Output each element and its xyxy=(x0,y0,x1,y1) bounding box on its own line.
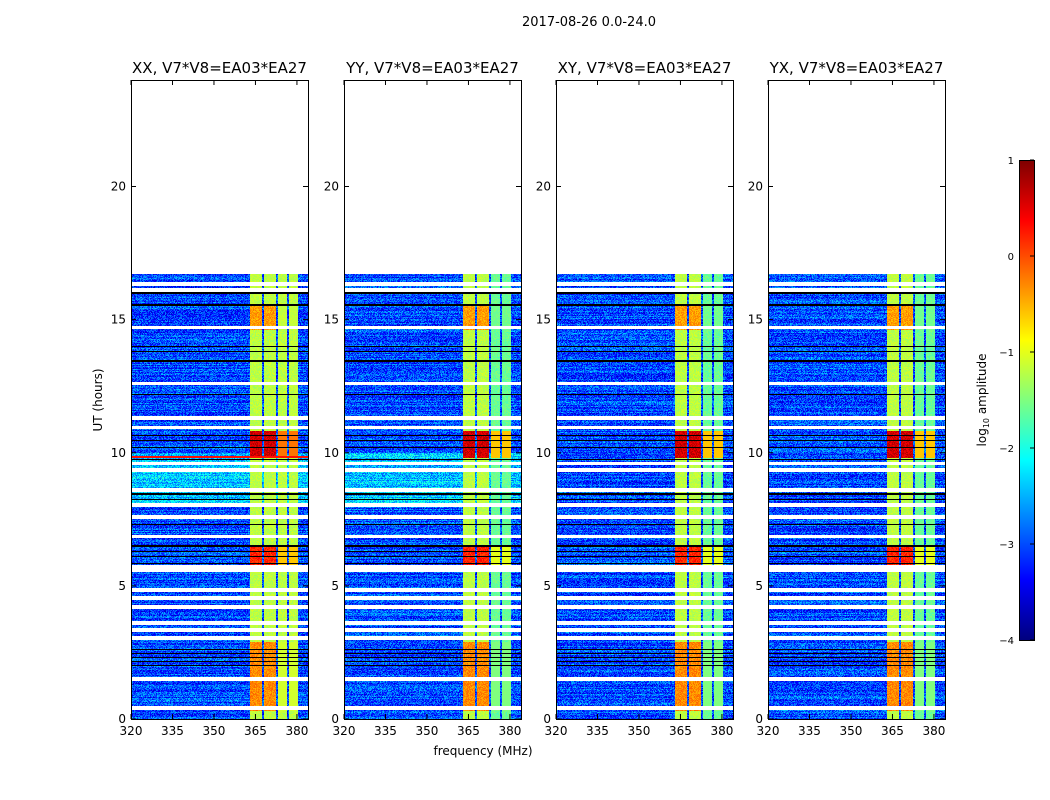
x-tick-label: 380 xyxy=(710,724,733,738)
x-tick-label: 365 xyxy=(881,724,904,738)
y-tick-label: 5 xyxy=(118,579,126,593)
colorbar-tick-label: −2 xyxy=(999,444,1014,455)
x-tick-label: 320 xyxy=(757,724,780,738)
x-tick-label: 365 xyxy=(457,724,480,738)
colorbar-tick-label: 0 xyxy=(1008,252,1014,263)
y-tick-label: 10 xyxy=(111,446,126,460)
y-tick-label: 15 xyxy=(324,313,339,327)
y-tick-label: 10 xyxy=(748,446,763,460)
panel-frame xyxy=(344,80,522,720)
y-tick-label: 0 xyxy=(543,712,551,726)
y-tick-label: 5 xyxy=(331,579,339,593)
colorbar xyxy=(1019,160,1034,640)
spectrogram-panel-4 xyxy=(768,80,945,719)
y-tick-label: 0 xyxy=(331,712,339,726)
panel-frame xyxy=(768,80,946,720)
x-tick-label: 335 xyxy=(586,724,609,738)
x-tick-label: 380 xyxy=(498,724,521,738)
y-tick-label: 0 xyxy=(755,712,763,726)
y-tick-label: 20 xyxy=(324,180,339,194)
panel-title: YX, V7*V8=EA03*EA27 xyxy=(769,59,944,77)
colorbar-tick-label: −1 xyxy=(999,348,1014,359)
svg-text:log10 amplitude: log10 amplitude xyxy=(975,354,991,447)
y-tick-label: 20 xyxy=(748,180,763,194)
x-tick-label: 365 xyxy=(244,724,267,738)
colorbar-tick-label: 1 xyxy=(1008,156,1014,167)
y-axis-label: UT (hours) xyxy=(91,368,105,431)
y-tick-label: 15 xyxy=(748,313,763,327)
x-tick-label: 350 xyxy=(416,724,439,738)
y-tick-label: 0 xyxy=(118,712,126,726)
x-tick-label: 320 xyxy=(333,724,356,738)
x-tick-label: 335 xyxy=(374,724,397,738)
y-tick-label: 5 xyxy=(755,579,763,593)
panel-title: XX, V7*V8=EA03*EA27 xyxy=(132,59,307,77)
figure-title: 2017-08-26 0.0-24.0 xyxy=(522,15,656,30)
x-tick-label: 335 xyxy=(161,724,184,738)
y-tick-label: 15 xyxy=(536,313,551,327)
y-tick-label: 20 xyxy=(111,180,126,194)
colorbar-tick-label: −4 xyxy=(999,636,1014,647)
x-tick-label: 350 xyxy=(840,724,863,738)
y-tick-label: 15 xyxy=(111,313,126,327)
spectrogram-panel-3 xyxy=(556,80,733,719)
x-tick-label: 350 xyxy=(628,724,651,738)
x-axis-label: frequency (MHz) xyxy=(433,744,532,758)
colorbar-frame xyxy=(1019,160,1035,641)
panel-title: YY, V7*V8=EA03*EA27 xyxy=(345,59,519,77)
x-tick-label: 335 xyxy=(798,724,821,738)
x-tick-label: 380 xyxy=(285,724,308,738)
panel-frame xyxy=(556,80,734,720)
x-tick-label: 365 xyxy=(669,724,692,738)
y-tick-label: 10 xyxy=(536,446,551,460)
colorbar-label: log10 amplitude xyxy=(975,354,991,447)
x-tick-label: 380 xyxy=(922,724,945,738)
spectrogram-panel-2 xyxy=(344,80,521,719)
y-tick-label: 20 xyxy=(536,180,551,194)
x-tick-label: 350 xyxy=(203,724,226,738)
panel-title: XY, V7*V8=EA03*EA27 xyxy=(558,59,732,77)
y-tick-label: 5 xyxy=(543,579,551,593)
spectrogram-panel-1 xyxy=(131,80,308,719)
x-tick-label: 320 xyxy=(545,724,568,738)
y-tick-label: 10 xyxy=(324,446,339,460)
panel-frame xyxy=(131,80,309,720)
x-tick-label: 320 xyxy=(120,724,143,738)
colorbar-tick-label: −3 xyxy=(999,540,1014,551)
